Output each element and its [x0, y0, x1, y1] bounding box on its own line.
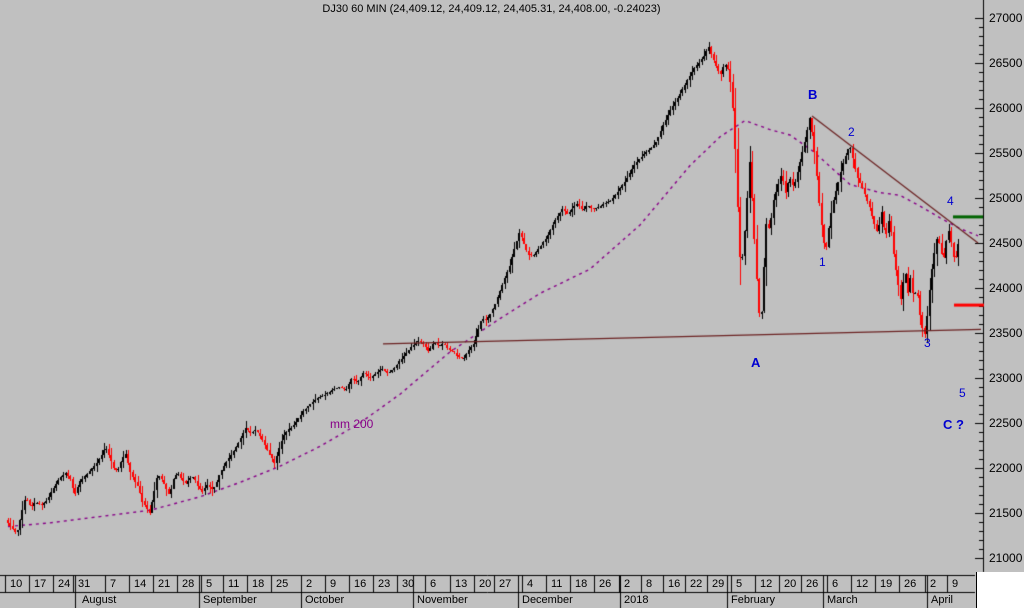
date-month-label: September [203, 594, 257, 606]
y-axis-tick-label: 26500 [989, 56, 1023, 70]
date-day-label: 26 [904, 578, 917, 590]
y-axis-tick-label: 21000 [989, 551, 1023, 565]
wave-label-2: 2 [848, 125, 855, 139]
chart-title: DJ30 60 MIN (24,409.12, 24,409.12, 24,40… [322, 3, 661, 15]
corner-blank [976, 572, 1024, 608]
date-day-label: 30 [402, 578, 415, 590]
date-day-label: 31 [78, 578, 91, 590]
date-day-label: 19 [880, 578, 893, 590]
date-day-label: 10 [10, 578, 23, 590]
date-day-label: 11 [228, 578, 240, 590]
date-month-label: October [305, 594, 345, 606]
y-axis-tick-label: 21500 [989, 506, 1023, 520]
date-day-label: 9 [952, 578, 959, 590]
date-day-label: 18 [252, 578, 265, 590]
y-axis-tick-label: 23000 [989, 371, 1023, 385]
date-day-label: 11 [551, 578, 563, 590]
date-month-label: April [931, 594, 954, 606]
y-axis-tick-label: 27000 [989, 11, 1023, 25]
ma200-label: mm 200 [330, 417, 374, 431]
date-day-label: 7 [110, 578, 117, 590]
date-day-label: 25 [276, 578, 289, 590]
wave-label-4: 4 [947, 194, 954, 208]
date-day-label: 8 [646, 578, 653, 590]
date-day-label: 2 [624, 578, 631, 590]
y-axis-tick-label: 22500 [989, 416, 1023, 430]
wave-label-1: 1 [819, 255, 826, 269]
date-month-label: December [522, 594, 573, 606]
date-day-label: 20 [784, 578, 797, 590]
date-day-label: 23 [378, 578, 391, 590]
date-day-label: 21 [158, 578, 171, 590]
date-day-label: 12 [760, 578, 773, 590]
wave-label-3: 3 [924, 336, 931, 350]
date-day-label: 27 [499, 578, 512, 590]
date-day-label: 4 [527, 578, 534, 590]
date-month-label: August [82, 594, 117, 606]
date-day-label: 2 [306, 578, 313, 590]
date-day-label: 26 [599, 578, 612, 590]
wave-label-A: A [751, 355, 761, 370]
date-day-label: 5 [736, 578, 743, 590]
date-day-label: 12 [856, 578, 869, 590]
wave-label-5: 5 [959, 386, 966, 400]
date-day-label: 22 [690, 578, 703, 590]
date-day-label: 18 [575, 578, 588, 590]
date-day-label: 16 [354, 578, 367, 590]
wave-label-B: B [808, 87, 818, 102]
date-day-label: 16 [668, 578, 681, 590]
date-day-label: 17 [34, 578, 47, 590]
date-month-label: March [827, 594, 858, 606]
date-day-label: 26 [806, 578, 819, 590]
y-axis-tick-label: 25000 [989, 191, 1023, 205]
date-month-label: 2018 [624, 594, 649, 606]
y-axis-tick-label: 26000 [989, 101, 1023, 115]
date-day-label: 20 [479, 578, 492, 590]
date-day-label: 6 [832, 578, 839, 590]
y-axis-tick-label: 24000 [989, 281, 1023, 295]
y-axis-tick-label: 23500 [989, 326, 1023, 340]
y-axis-tick-label: 24500 [989, 236, 1023, 250]
date-month-label: February [731, 594, 776, 606]
date-day-label: 5 [206, 578, 213, 590]
wave-label-C: C ? [943, 417, 964, 432]
date-day-label: 6 [430, 578, 437, 590]
date-day-label: 2 [930, 578, 937, 590]
date-day-label: 13 [455, 578, 468, 590]
date-day-label: 24 [58, 578, 71, 590]
date-day-label: 9 [330, 578, 337, 590]
y-axis-tick-label: 22000 [989, 461, 1023, 475]
date-day-label: 28 [182, 578, 195, 590]
y-axis-tick-label: 25500 [989, 146, 1023, 160]
date-day-label: 29 [712, 578, 725, 590]
date-month-label: November [417, 594, 468, 606]
date-day-label: 14 [134, 578, 147, 590]
